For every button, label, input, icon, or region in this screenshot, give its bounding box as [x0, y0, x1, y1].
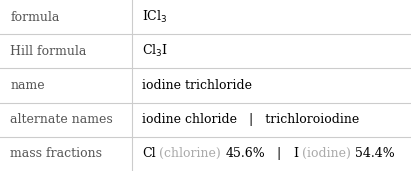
Text: I: I: [293, 147, 298, 160]
Text: (iodine): (iodine): [298, 147, 355, 160]
Text: ICl$_3$: ICl$_3$: [142, 9, 167, 25]
Text: Hill formula: Hill formula: [10, 45, 87, 58]
Text: Cl: Cl: [142, 147, 155, 160]
Text: iodine trichloride: iodine trichloride: [142, 79, 252, 92]
Text: 45.6%: 45.6%: [225, 147, 265, 160]
Text: Cl$_3$I: Cl$_3$I: [142, 43, 168, 59]
Text: (chlorine): (chlorine): [155, 147, 225, 160]
Text: |: |: [265, 147, 293, 160]
Text: iodine chloride   |   trichloroiodine: iodine chloride | trichloroiodine: [142, 113, 359, 126]
Text: alternate names: alternate names: [10, 113, 113, 126]
Text: mass fractions: mass fractions: [10, 147, 102, 160]
Text: formula: formula: [10, 11, 60, 24]
Text: name: name: [10, 79, 45, 92]
Text: 54.4%: 54.4%: [355, 147, 395, 160]
